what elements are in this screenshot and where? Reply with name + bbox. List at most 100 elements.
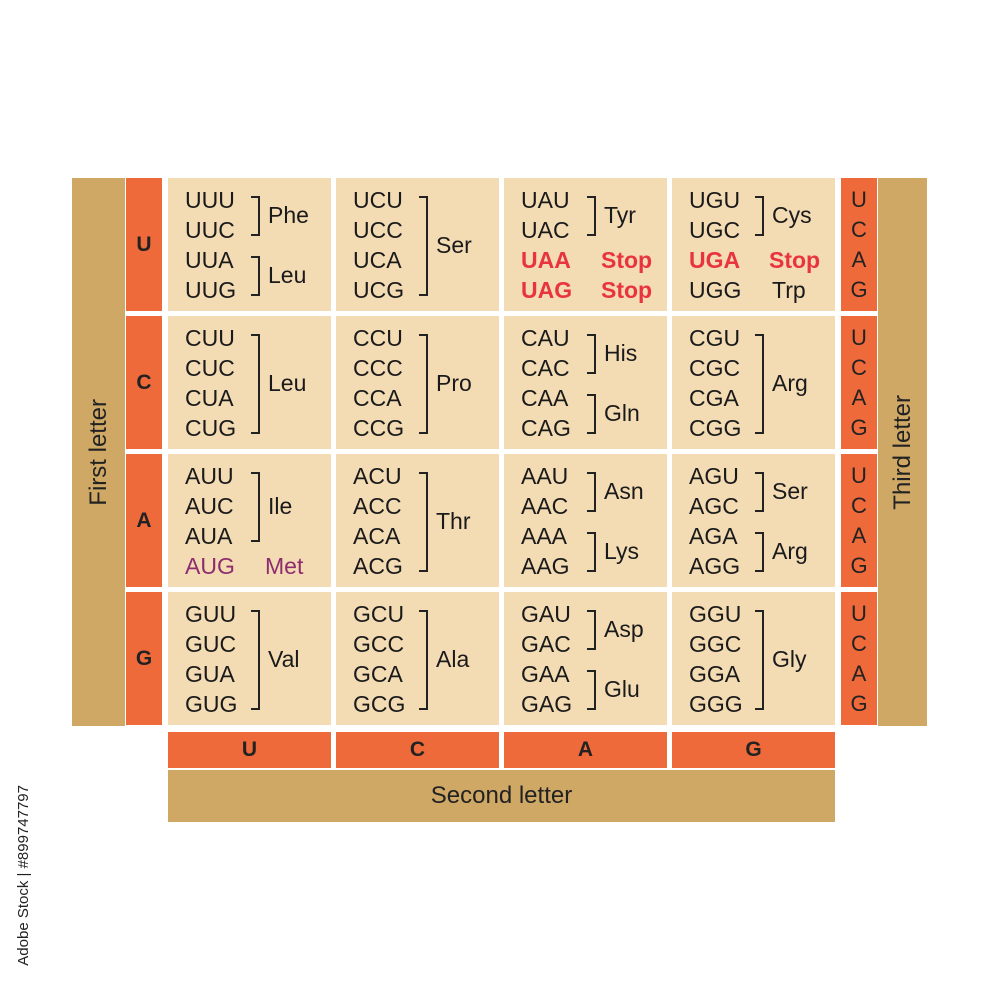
codon: UGU <box>689 187 741 213</box>
codon: UAU <box>521 187 570 213</box>
amino-acid: Gln <box>604 400 640 426</box>
codon-cell: UUU UUC UUA UUG Phe Leu <box>168 178 331 311</box>
first-letter-label: First letter <box>84 398 112 506</box>
codon: CCG <box>353 415 405 441</box>
side-text: Adobe Stock | #899747797 <box>8 760 38 990</box>
third-letter-C: C <box>851 354 867 380</box>
codon: GGA <box>689 661 741 687</box>
codon: AUA <box>185 523 233 549</box>
amino-acid: Met <box>265 553 304 579</box>
codon-cell: CAU CAC CAA CAG His Gln <box>504 316 667 449</box>
codon: CUA <box>185 385 234 411</box>
amino-acid: Lys <box>604 538 639 564</box>
bracket <box>755 334 764 434</box>
codon: UUU <box>185 187 235 213</box>
third-letter-label: Third letter <box>888 394 916 510</box>
third-letter-A: A <box>851 522 867 548</box>
bracket <box>587 394 596 434</box>
codon: ACC <box>353 493 402 519</box>
codon: UAA <box>521 247 571 273</box>
bracket <box>251 610 260 710</box>
codon: GCC <box>353 631 405 657</box>
codon: GGG <box>689 691 743 717</box>
codon: AGA <box>689 523 738 549</box>
amino-acid: Leu <box>268 262 307 288</box>
bracket <box>419 472 428 572</box>
bracket <box>251 256 260 296</box>
codon: CUU <box>185 325 235 351</box>
amino-acid: His <box>604 340 638 366</box>
third-letter-A: A <box>851 384 867 410</box>
amino-acid: Arg <box>772 370 808 396</box>
codon-cell: AGU AGC AGA AGG Ser Arg <box>672 454 835 587</box>
bracket <box>419 196 428 296</box>
amino-acid: Ser <box>436 232 472 258</box>
first-letter-band: First letter <box>72 178 125 726</box>
codon: CAU <box>521 325 570 351</box>
codon: GUG <box>185 691 238 717</box>
amino-acid: Ile <box>268 493 293 519</box>
codon: UAC <box>521 217 570 243</box>
codon: CCA <box>353 385 402 411</box>
bracket <box>755 472 764 512</box>
codon: CUC <box>185 355 235 381</box>
codon: GUC <box>185 631 237 657</box>
codon: AUU <box>185 463 234 489</box>
codon: AUG <box>185 553 235 579</box>
bracket <box>587 334 596 374</box>
amino-acid: Ser <box>772 478 808 504</box>
second-letter-U: U <box>168 732 331 768</box>
third-letter-A: A <box>851 246 867 272</box>
codon: AAG <box>521 553 570 579</box>
amino-acid: Cys <box>772 202 812 228</box>
codon: ACU <box>353 463 402 489</box>
codon-cell: GCU GCC GCA GCG Ala <box>336 592 499 725</box>
third-letter-C: C <box>851 492 867 518</box>
stop-label: Stop <box>769 247 821 273</box>
codon: CGU <box>689 325 741 351</box>
third-letter-band: Third letter <box>878 178 927 726</box>
amino-acid: Ala <box>436 646 470 672</box>
codon-cell: ACU ACC ACA ACG Thr <box>336 454 499 587</box>
codon-cell: UAU UAC UAA UAG Tyr Stop Stop <box>504 178 667 311</box>
third-letter-G: G <box>850 690 868 716</box>
codon: CAG <box>521 415 571 441</box>
codon-cell: CGU CGC CGA CGG Arg <box>672 316 835 449</box>
codon: UAG <box>521 277 573 303</box>
second-letter-C: C <box>336 732 499 768</box>
third-letter-G: G <box>850 276 868 302</box>
codon: AGC <box>689 493 739 519</box>
amino-acid: Gly <box>772 646 807 672</box>
bracket <box>587 610 596 650</box>
third-letter-U: U <box>851 462 867 488</box>
third-letter-C: C <box>851 630 867 656</box>
codon: GAA <box>521 661 570 687</box>
bracket <box>419 610 428 710</box>
bracket <box>587 196 596 236</box>
stop-label: Stop <box>601 277 653 303</box>
codon: UGC <box>689 217 741 243</box>
first-letter-A: A <box>126 454 162 587</box>
codon: UCU <box>353 187 403 213</box>
codon: AGU <box>689 463 739 489</box>
amino-acid: Asn <box>604 478 644 504</box>
codon-cell: UCU UCC UCA UCG Ser <box>336 178 499 311</box>
codon: AAU <box>521 463 569 489</box>
amino-acid: Arg <box>772 538 808 564</box>
amino-acid: Val <box>268 646 300 672</box>
first-letter-C: C <box>126 316 162 449</box>
codon-cell: AUU AUC AUA AUG Ile Met <box>168 454 331 587</box>
codon-cell: GGU GGC GGA GGG Gly <box>672 592 835 725</box>
third-letter-U: U <box>851 600 867 626</box>
codon: AAC <box>521 493 569 519</box>
first-letter-G: G <box>126 592 162 725</box>
second-letter-A: A <box>504 732 667 768</box>
third-letter-A: A <box>851 660 867 686</box>
codon: GCG <box>353 691 406 717</box>
codon-cell: AAU AAC AAA AAG Asn Lys <box>504 454 667 587</box>
codon: CGA <box>689 385 739 411</box>
amino-acid: Trp <box>772 277 806 303</box>
bracket <box>251 472 260 542</box>
bracket <box>755 532 764 572</box>
